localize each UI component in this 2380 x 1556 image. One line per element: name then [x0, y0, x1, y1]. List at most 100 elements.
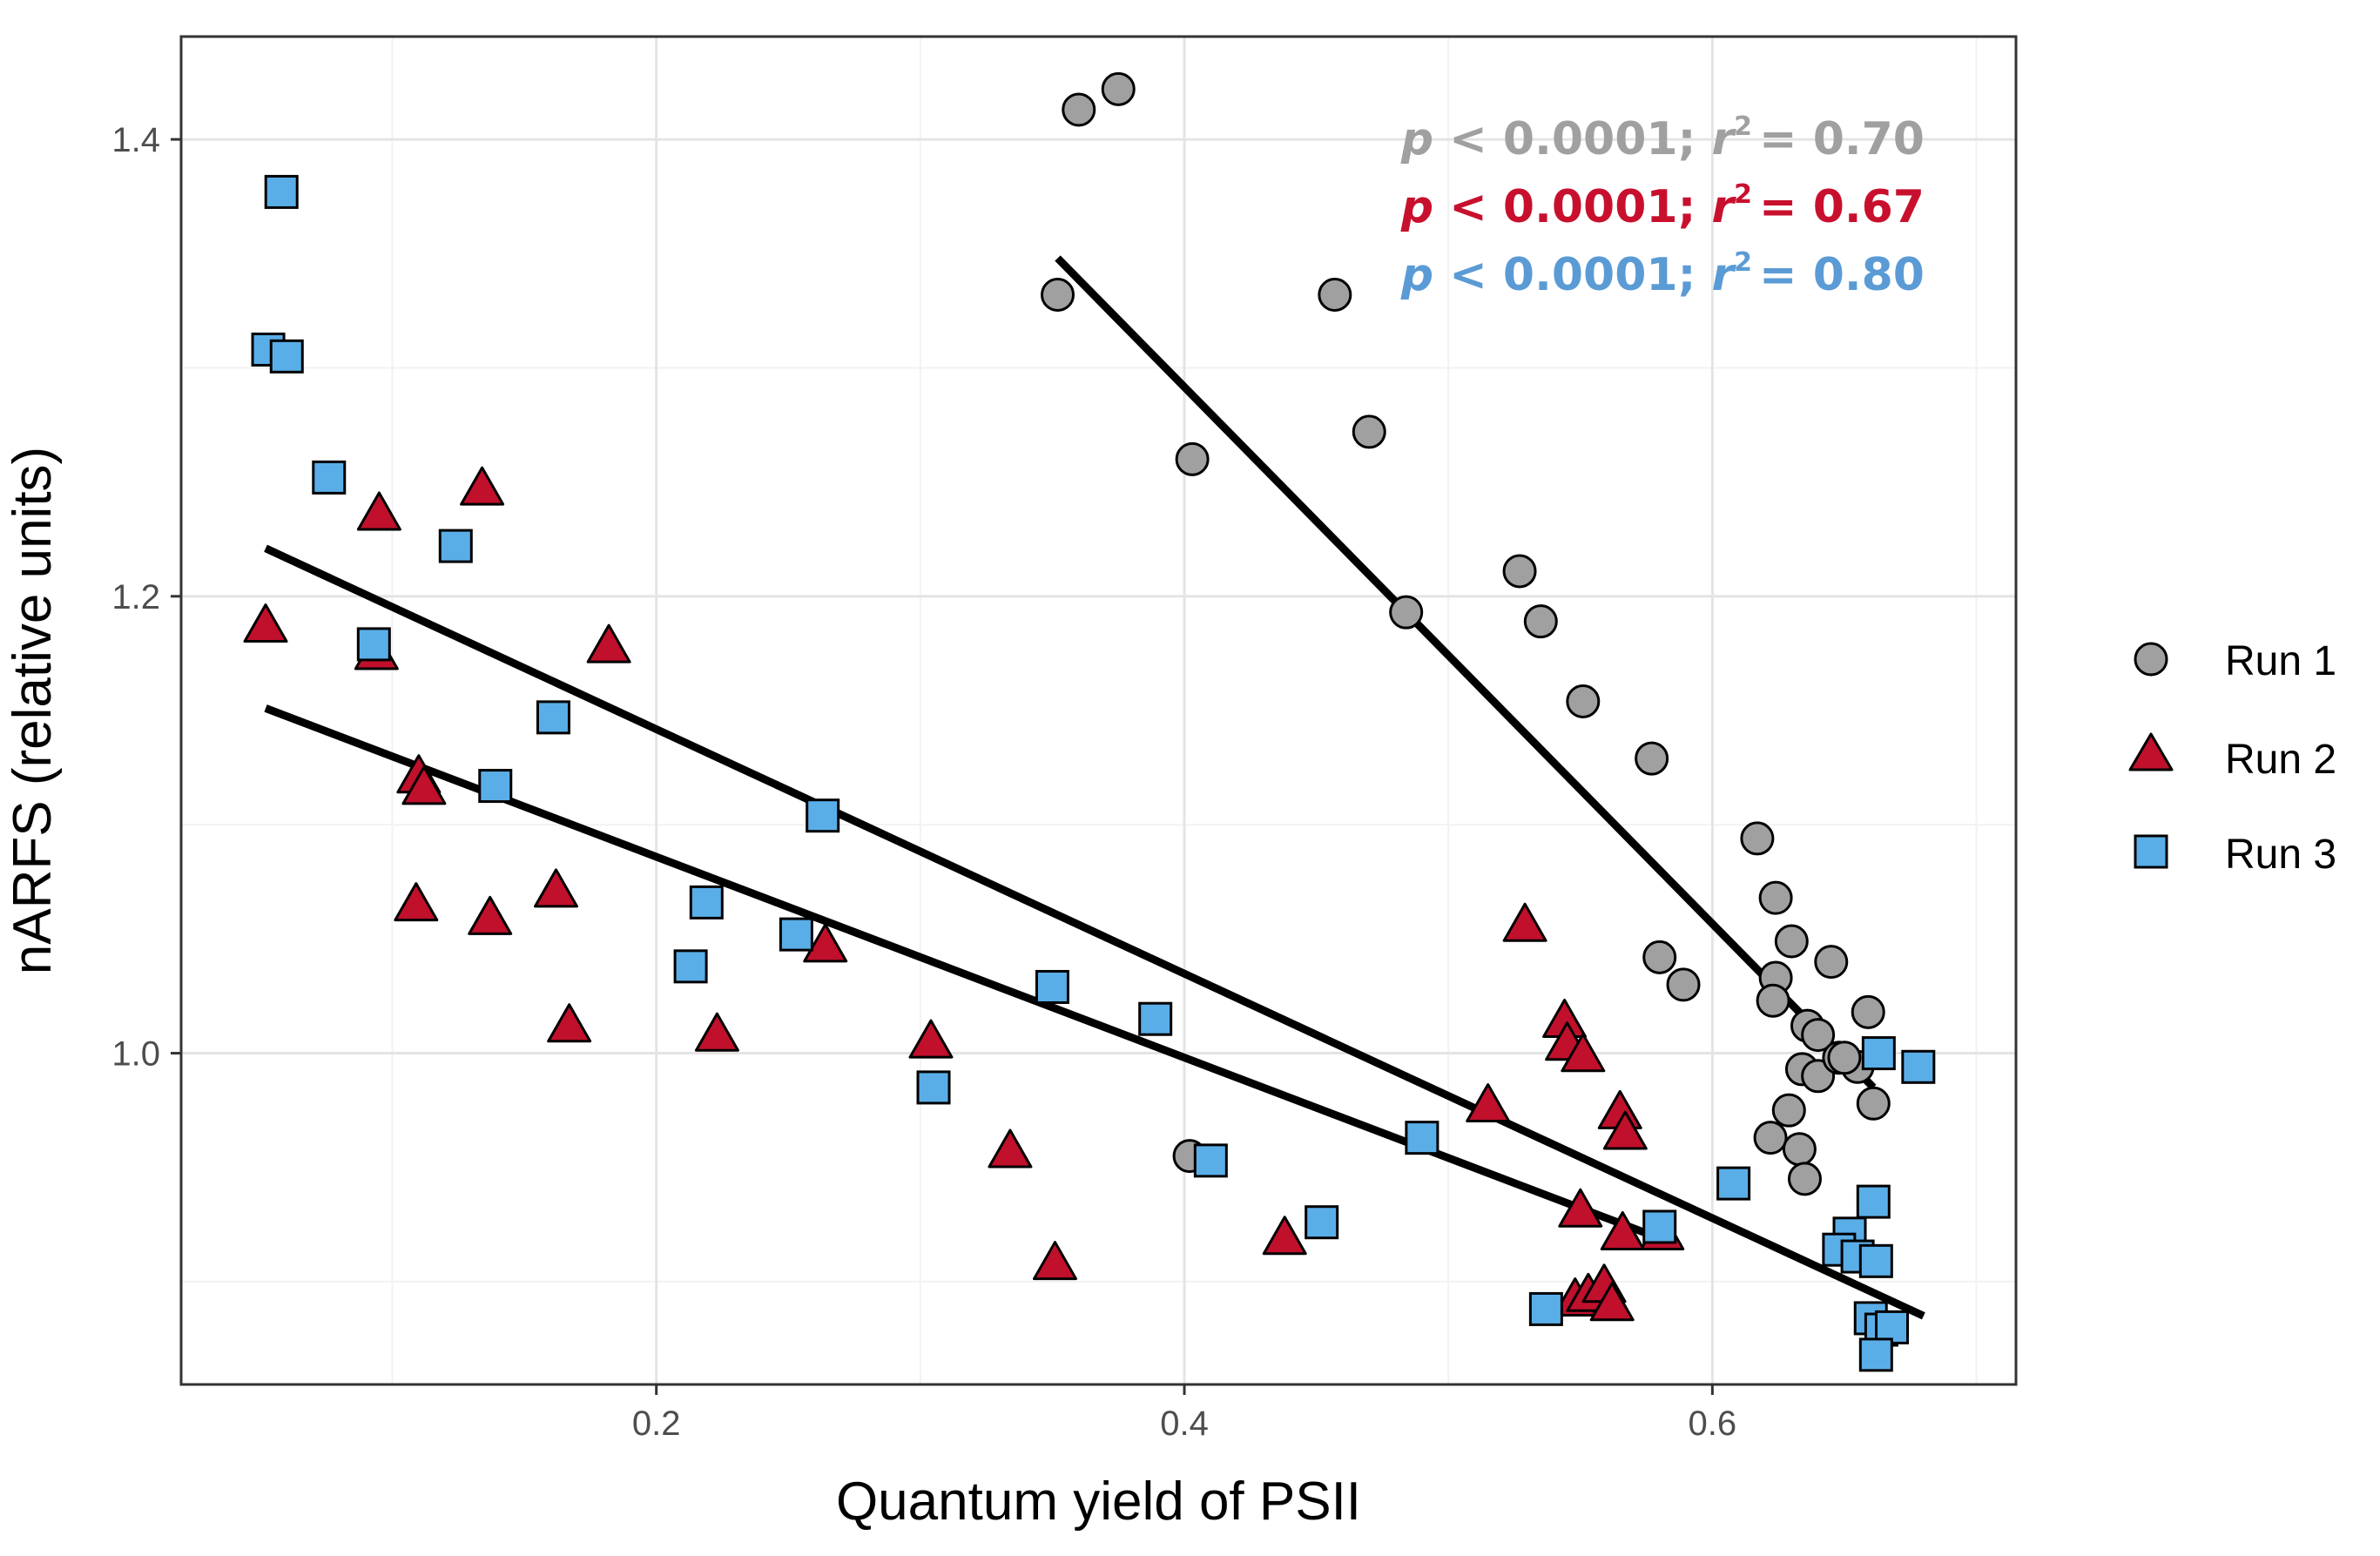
legend-label-run-1: Run 1 [2225, 638, 2336, 684]
stat-run-2-r-exp: 2 [1734, 179, 1752, 210]
x-tick-label: 0.6 [1689, 1404, 1737, 1443]
point-run-3 [312, 460, 347, 495]
point-run-2 [243, 603, 288, 643]
point-run-3 [356, 627, 391, 662]
point-run-3 [1193, 1143, 1228, 1178]
point-run-1 [1062, 92, 1096, 127]
point-run-1 [1827, 1041, 1862, 1075]
stat-run-1-r-label: r [1711, 113, 1736, 165]
y-tick-label: 1.4 [111, 121, 160, 159]
point-run-3 [478, 769, 513, 804]
point-run-1 [1635, 741, 1669, 776]
point-run-1 [1389, 595, 1424, 630]
y-axis-title: nARFS (relative units) [3, 447, 63, 974]
point-run-3 [1901, 1049, 1936, 1084]
point-run-3 [536, 700, 570, 735]
point-run-3 [1035, 969, 1069, 1004]
point-run-3 [1861, 1036, 1896, 1071]
point-run-3 [779, 917, 813, 952]
point-run-2 [1600, 1210, 1645, 1250]
axis-ticks [171, 138, 1714, 1395]
point-run-1 [1642, 940, 1677, 974]
fit-line-run-1 [1055, 255, 1877, 1091]
stat-run-2-r-label: r [1711, 181, 1736, 233]
point-run-1 [1851, 994, 1885, 1029]
point-run-1 [1352, 414, 1386, 449]
legend-key-run-2 [2128, 732, 2174, 771]
point-run-2 [1502, 902, 1547, 942]
point-run-3 [689, 885, 724, 919]
point-run-1 [1774, 924, 1809, 959]
point-run-2 [908, 1019, 954, 1059]
point-run-2 [1589, 1282, 1635, 1322]
point-run-2 [1466, 1083, 1511, 1123]
x-tick-label: 0.2 [632, 1404, 681, 1443]
stat-run-2-p-label: p [1400, 181, 1433, 233]
x-axis-title: Quantum yield of PSII [836, 1472, 1361, 1532]
point-run-3 [1858, 1243, 1893, 1278]
point-run-1 [1318, 277, 1352, 312]
point-run-2 [1558, 1188, 1603, 1228]
stat-run-1-r-value: = 0.70 [1759, 113, 1925, 165]
stat-run-3-p-label: p [1400, 249, 1433, 301]
point-run-3 [673, 949, 708, 984]
point-run-1 [1753, 1121, 1788, 1155]
stat-run-2: p < 0.0001; r2 = 0.67 [1400, 179, 1925, 233]
stat-run-3-r-label: r [1711, 249, 1736, 301]
stat-run-2-p-value: < 0.0001; [1449, 181, 1696, 233]
point-run-3 [1642, 1209, 1677, 1244]
stat-run-1-p-label: p [1400, 113, 1433, 165]
point-run-2 [1561, 1033, 1606, 1073]
point-run-3 [916, 1070, 951, 1105]
data-points [243, 71, 1936, 1372]
point-run-3 [269, 339, 304, 374]
stat-run-1-r-exp: 2 [1734, 111, 1752, 142]
point-run-2 [356, 491, 401, 531]
point-run-3 [1858, 1337, 1893, 1372]
legend: Run 1 Run 2 Run 3 [2128, 638, 2336, 878]
legend-label-run-3: Run 3 [2225, 832, 2336, 878]
point-run-1 [1758, 880, 1793, 915]
point-run-3 [1405, 1121, 1439, 1155]
point-run-1 [1666, 967, 1701, 1002]
point-run-1 [1566, 684, 1601, 719]
point-run-3 [264, 174, 299, 209]
stat-run-3-r-exp: 2 [1734, 247, 1752, 278]
point-run-1 [1756, 983, 1790, 1018]
point-run-2 [1032, 1241, 1077, 1281]
point-run-2 [694, 1012, 739, 1052]
point-run-2 [1602, 1110, 1648, 1150]
point-run-2 [547, 1003, 592, 1043]
stat-run-1: p < 0.0001; r2 = 0.70 [1400, 111, 1925, 165]
point-run-2 [533, 868, 578, 908]
point-run-2 [586, 623, 631, 663]
legend-key-run-3 [2134, 834, 2168, 869]
point-run-2 [394, 882, 439, 922]
grid-minor [181, 37, 2016, 1384]
point-run-3 [1138, 1001, 1173, 1036]
point-run-1 [1771, 1093, 1806, 1128]
point-run-1 [1101, 71, 1136, 106]
panel-border [179, 35, 2018, 1386]
point-run-3 [1856, 1184, 1891, 1219]
y-tick-label: 1.0 [111, 1035, 160, 1074]
point-run-1 [1175, 441, 1210, 476]
stat-run-1-p-value: < 0.0001; [1449, 113, 1696, 165]
point-run-1 [1787, 1162, 1822, 1196]
point-run-1 [1523, 604, 1558, 639]
point-run-2 [460, 466, 505, 506]
stat-run-3-p-value: < 0.0001; [1449, 249, 1696, 301]
stat-run-3: p < 0.0001; r2 = 0.80 [1400, 247, 1925, 301]
legend-label-run-2: Run 2 [2225, 737, 2336, 783]
stat-run-3-r-value: = 0.80 [1759, 249, 1925, 301]
point-run-3 [1305, 1205, 1339, 1240]
y-tick-label: 1.2 [111, 578, 160, 616]
fit-line-run-2 [264, 544, 1925, 1320]
point-run-3 [1528, 1291, 1563, 1326]
point-run-1 [1502, 554, 1537, 589]
point-run-2 [468, 895, 513, 935]
point-run-2 [401, 765, 447, 805]
point-run-3 [438, 529, 473, 563]
point-run-3 [1716, 1166, 1751, 1201]
